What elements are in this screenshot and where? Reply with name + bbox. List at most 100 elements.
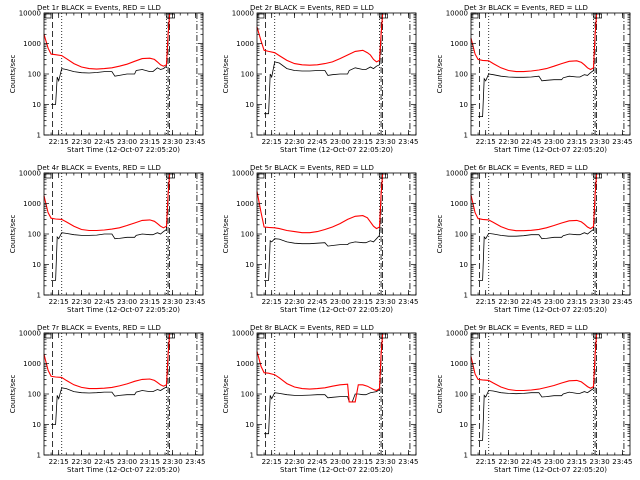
y-axis-label: Counts/sec [222,215,230,254]
x-tick-label: 22:15 [49,138,69,146]
y-tick-label: 1 [250,292,254,300]
x-tick-label: 23:45 [612,458,632,466]
x-tick-label: 23:15 [567,298,587,306]
x-tick-label: 23:00 [117,458,137,466]
series-lld [470,334,598,392]
panel-2: Det 2r BLACK = Events, RED = LLD 1 10 100 10… [222,4,418,154]
x-tick-label: 22:15 [49,458,69,466]
y-axis-label: Counts/sec [9,215,17,254]
x-axis-label: Start Time (12-Oct-07 22:05:20) [67,466,180,474]
x-axis-label: Start Time (12-Oct-07 22:05:20) [280,146,393,154]
x-tick-label: 23:45 [185,458,205,466]
x-tick-label: 23:15 [353,298,373,306]
x-tick-label: 22:30 [498,138,518,146]
end-marker [379,13,388,19]
panel-title: Det 4r BLACK = Events, RED = LLD [37,164,161,172]
y-tick-label: 10 [245,261,254,269]
end-marker [593,13,602,19]
x-tick-label: 23:30 [376,138,396,146]
end-marker [166,13,175,19]
series-lld [256,334,384,403]
x-tick-label: 22:30 [71,298,91,306]
series-events [51,334,170,425]
x-tick-label: 22:45 [94,458,114,466]
series-lld [43,14,171,70]
y-tick-label: 1 [250,452,254,460]
x-tick-label: 22:15 [262,298,282,306]
x-axis-label: Start Time (12-Oct-07 22:05:20) [67,146,180,154]
panel-title: Det 6r BLACK = Events, RED = LLD [464,164,588,172]
x-tick-label: 22:30 [284,458,304,466]
y-axis-label: Counts/sec [436,55,444,94]
x-tick-label: 23:00 [330,298,350,306]
y-tick-label: 1000 [23,200,41,208]
x-axis-label: Start Time (12-Oct-07 22:05:20) [494,146,607,154]
y-tick-label: 100 [241,231,254,239]
y-tick-label: 10000 [232,330,254,338]
panel-title: Det 9r BLACK = Events, RED = LLD [464,324,588,332]
y-tick-label: 100 [28,391,41,399]
x-tick-label: 22:45 [521,138,541,146]
x-tick-label: 22:30 [284,298,304,306]
end-marker [166,173,175,179]
y-tick-label: 10 [32,101,41,109]
y-axis-label: Counts/sec [436,375,444,414]
x-axis-label: Start Time (12-Oct-07 22:05:20) [280,466,393,474]
x-tick-label: 23:30 [590,298,610,306]
y-tick-label: 1000 [450,40,468,48]
plot-frame [470,12,631,136]
y-tick-label: 1000 [236,200,254,208]
y-tick-label: 10 [459,421,468,429]
x-tick-label: 22:15 [262,458,282,466]
y-axis-label: Counts/sec [222,375,230,414]
x-tick-label: 23:00 [330,138,350,146]
x-tick-label: 23:30 [376,458,396,466]
x-tick-label: 23:00 [330,458,350,466]
x-tick-label: 22:45 [94,298,114,306]
y-tick-label: 10 [459,261,468,269]
y-tick-label: 10 [245,421,254,429]
x-tick-label: 23:15 [353,138,373,146]
y-tick-label: 1000 [450,200,468,208]
x-axis-label: Start Time (12-Oct-07 22:05:20) [67,306,180,314]
panel-title: Det 2r BLACK = Events, RED = LLD [250,4,374,12]
panel-4: Det 4r BLACK = Events, RED = LLD 1 10 100 10… [9,164,205,314]
y-tick-label: 1 [37,132,41,140]
y-tick-label: 100 [241,71,254,79]
x-tick-label: 22:45 [307,138,327,146]
end-marker [166,333,175,339]
y-tick-label: 10 [32,261,41,269]
x-tick-label: 22:30 [284,138,304,146]
x-tick-label: 22:30 [498,298,518,306]
x-tick-label: 23:30 [376,298,396,306]
plot-frame [43,332,204,456]
y-tick-label: 100 [455,231,468,239]
x-axis-label: Start Time (12-Oct-07 22:05:20) [494,306,607,314]
y-axis-label: Counts/sec [9,375,17,414]
end-marker [379,173,388,179]
x-tick-label: 22:15 [476,298,496,306]
x-tick-label: 23:30 [590,458,610,466]
panel-title: Det 8r BLACK = Events, RED = LLD [250,324,374,332]
x-tick-label: 22:30 [71,458,91,466]
series-events [264,174,383,281]
y-axis-label: Counts/sec [436,215,444,254]
x-tick-label: 22:15 [476,458,496,466]
x-tick-label: 22:45 [521,298,541,306]
x-tick-label: 23:00 [117,138,137,146]
plot-frame [256,172,417,296]
x-tick-label: 23:00 [544,138,564,146]
x-tick-label: 23:15 [140,298,160,306]
series-events [478,334,597,441]
y-tick-label: 10000 [446,10,468,18]
panel-title: Det 5r BLACK = Events, RED = LLD [250,164,374,172]
y-tick-label: 1000 [450,360,468,368]
x-tick-label: 22:15 [262,138,282,146]
y-tick-label: 10000 [19,10,41,18]
x-tick-label: 23:45 [398,458,418,466]
y-tick-label: 10000 [232,10,254,18]
panel-6: Det 6r BLACK = Events, RED = LLD 1 10 100 10… [436,164,632,314]
series-events [478,174,597,281]
x-tick-label: 22:15 [49,298,69,306]
y-tick-label: 1 [37,452,41,460]
